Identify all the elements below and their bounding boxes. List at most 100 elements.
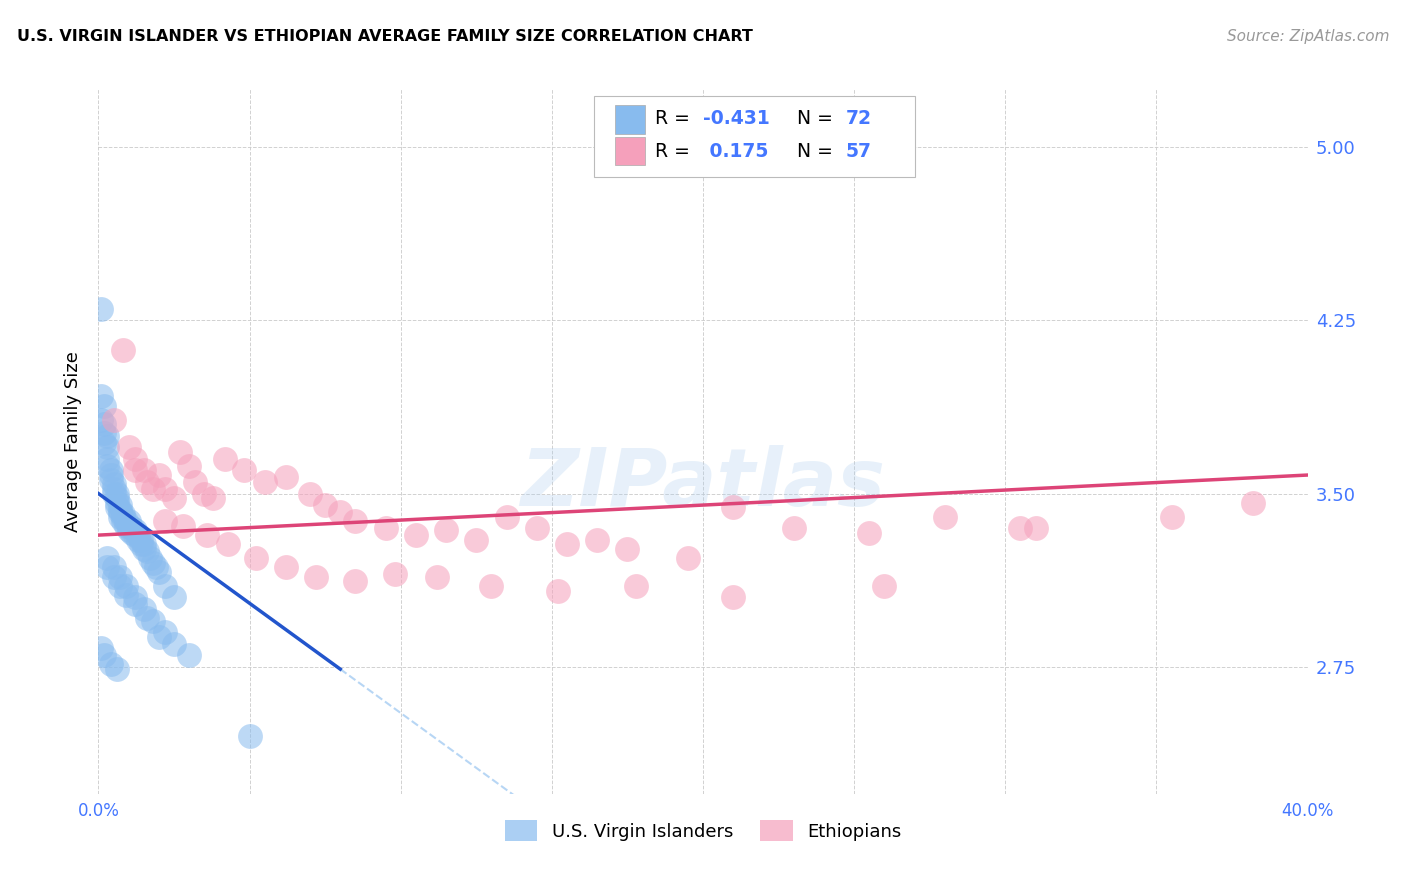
Point bbox=[934, 509, 956, 524]
Point bbox=[108, 498, 131, 512]
Point bbox=[179, 648, 201, 663]
Point bbox=[172, 519, 194, 533]
Text: N =: N = bbox=[797, 109, 839, 128]
Point bbox=[1010, 521, 1032, 535]
Point bbox=[108, 502, 131, 516]
Point bbox=[299, 486, 322, 500]
Point bbox=[118, 440, 141, 454]
Point bbox=[329, 505, 352, 519]
Text: N =: N = bbox=[797, 142, 839, 161]
Point bbox=[129, 537, 152, 551]
Point bbox=[127, 528, 149, 542]
Point bbox=[723, 591, 745, 605]
Point bbox=[93, 399, 115, 413]
Point bbox=[858, 525, 880, 540]
Point bbox=[132, 537, 155, 551]
Point bbox=[93, 426, 115, 441]
Point bbox=[93, 417, 115, 432]
Text: R =: R = bbox=[655, 109, 696, 128]
Point bbox=[93, 435, 115, 450]
Point bbox=[1241, 496, 1264, 510]
Point bbox=[111, 514, 134, 528]
Bar bbox=[614, 137, 645, 165]
Point bbox=[103, 560, 125, 574]
Point bbox=[179, 458, 201, 473]
Point bbox=[495, 509, 517, 524]
Point bbox=[96, 551, 118, 566]
Point bbox=[232, 463, 254, 477]
Text: -0.431: -0.431 bbox=[703, 109, 769, 128]
Point bbox=[555, 537, 578, 551]
Point bbox=[114, 588, 136, 602]
Point bbox=[193, 486, 215, 500]
Legend: U.S. Virgin Islanders, Ethiopians: U.S. Virgin Islanders, Ethiopians bbox=[498, 813, 908, 848]
Point bbox=[105, 500, 128, 515]
Point bbox=[96, 440, 118, 454]
Point bbox=[586, 533, 609, 547]
Point bbox=[148, 565, 170, 579]
Point bbox=[214, 451, 236, 466]
Point bbox=[783, 521, 806, 535]
Point bbox=[103, 412, 125, 426]
Point bbox=[103, 482, 125, 496]
Point bbox=[169, 445, 191, 459]
Point bbox=[132, 602, 155, 616]
Point bbox=[103, 570, 125, 584]
Point bbox=[111, 508, 134, 522]
Point bbox=[142, 556, 165, 570]
Point bbox=[90, 412, 112, 426]
Point bbox=[426, 570, 449, 584]
Text: ZIPatlas: ZIPatlas bbox=[520, 445, 886, 523]
Point bbox=[245, 551, 267, 566]
Point bbox=[274, 560, 297, 574]
Point bbox=[118, 519, 141, 533]
Point bbox=[108, 505, 131, 519]
Point bbox=[314, 498, 336, 512]
Point bbox=[1160, 509, 1182, 524]
Point bbox=[124, 598, 146, 612]
Point bbox=[124, 524, 146, 538]
Point bbox=[153, 482, 176, 496]
Bar bbox=[614, 105, 645, 134]
Point bbox=[526, 521, 548, 535]
Point bbox=[163, 491, 186, 505]
Point bbox=[118, 514, 141, 528]
Point bbox=[148, 630, 170, 644]
Point bbox=[253, 475, 276, 489]
Point bbox=[616, 541, 638, 556]
Point bbox=[105, 486, 128, 500]
Point bbox=[100, 473, 122, 487]
Point bbox=[153, 579, 176, 593]
Point bbox=[481, 579, 503, 593]
Point bbox=[105, 491, 128, 505]
Point bbox=[142, 614, 165, 628]
Point bbox=[153, 625, 176, 640]
Point bbox=[93, 648, 115, 663]
Point bbox=[124, 451, 146, 466]
Point bbox=[1024, 521, 1046, 535]
Point bbox=[127, 533, 149, 547]
Point bbox=[121, 521, 143, 535]
Y-axis label: Average Family Size: Average Family Size bbox=[65, 351, 83, 532]
Point bbox=[100, 463, 122, 477]
Point bbox=[434, 524, 457, 538]
Point bbox=[384, 567, 406, 582]
Point bbox=[124, 528, 146, 542]
Point bbox=[142, 482, 165, 496]
Point bbox=[132, 463, 155, 477]
Point bbox=[723, 500, 745, 515]
Point bbox=[374, 521, 396, 535]
Point bbox=[344, 514, 367, 528]
Point bbox=[626, 579, 648, 593]
Text: 57: 57 bbox=[845, 142, 872, 161]
Point bbox=[108, 570, 131, 584]
Point bbox=[873, 579, 896, 593]
Point bbox=[676, 551, 699, 566]
Point bbox=[163, 591, 186, 605]
Point bbox=[465, 533, 488, 547]
Point bbox=[111, 509, 134, 524]
Point bbox=[145, 560, 167, 574]
Point bbox=[217, 537, 239, 551]
Point bbox=[96, 458, 118, 473]
Point bbox=[100, 468, 122, 483]
